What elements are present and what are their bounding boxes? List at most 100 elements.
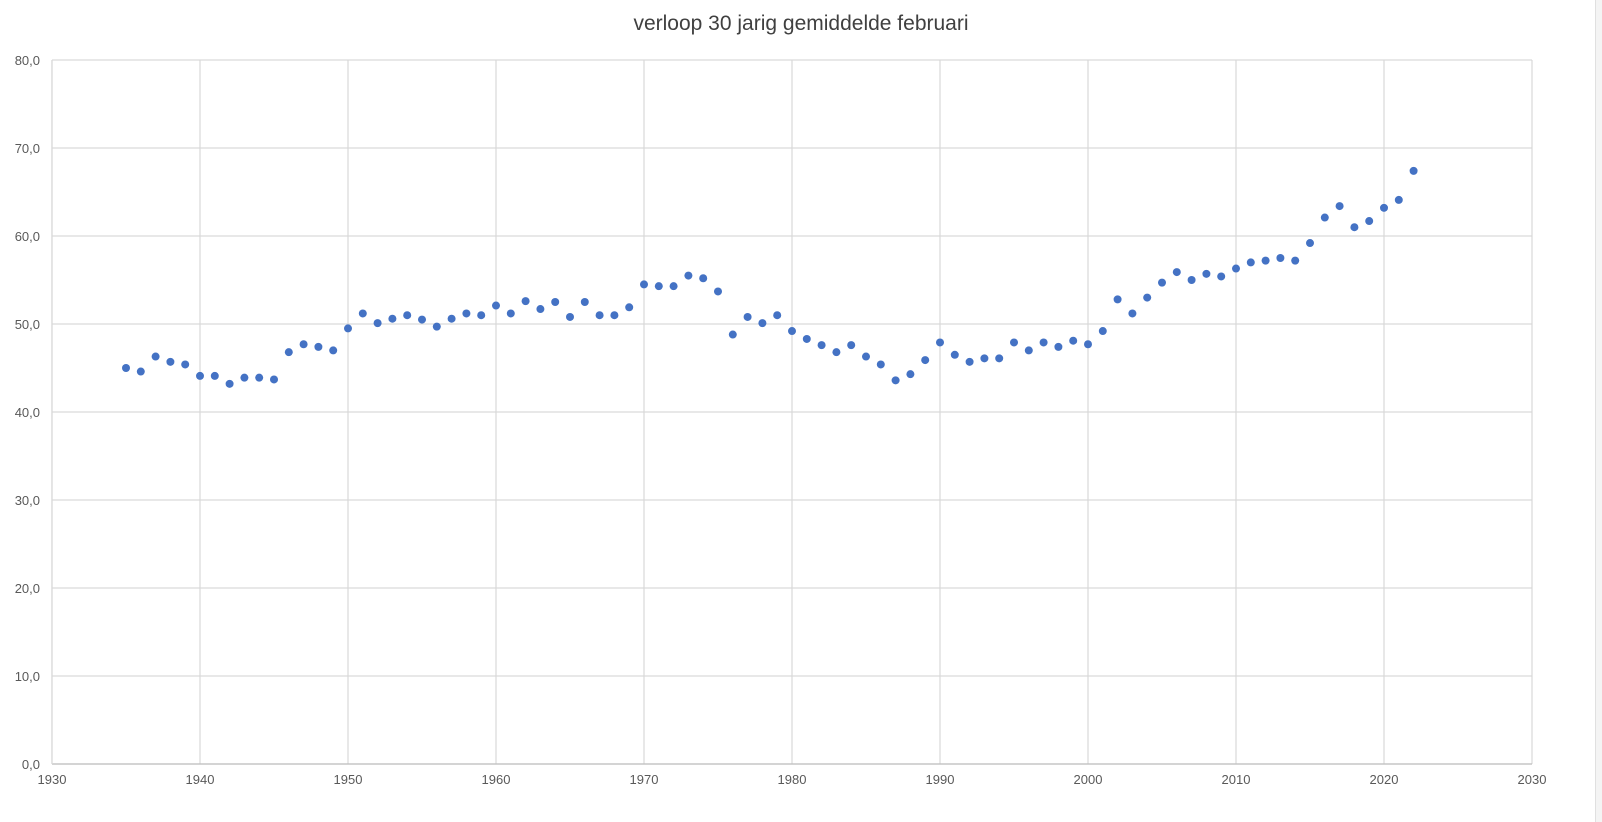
data-point bbox=[373, 319, 382, 328]
data-point bbox=[610, 311, 619, 320]
y-tick-label: 20,0 bbox=[15, 581, 40, 596]
data-point bbox=[654, 282, 663, 291]
x-tick-label: 1960 bbox=[482, 772, 511, 787]
axes: 0,0 10,0 20,0 30,0 40,0 50,0 60,0 70,0 80,0 1930 1… bbox=[15, 53, 1547, 787]
y-tick-label: 70,0 bbox=[15, 141, 40, 156]
data-point bbox=[1320, 213, 1329, 222]
data-point bbox=[462, 309, 471, 318]
x-tick-label: 1950 bbox=[334, 772, 363, 787]
data-point bbox=[284, 348, 293, 357]
data-point bbox=[196, 371, 204, 380]
data-point bbox=[1365, 217, 1374, 226]
x-tick-label: 1930 bbox=[38, 772, 67, 787]
y-tick-label: 30,0 bbox=[15, 493, 40, 508]
data-point bbox=[492, 301, 500, 310]
data-point bbox=[699, 274, 708, 283]
data-point bbox=[1158, 278, 1166, 287]
data-point bbox=[388, 314, 397, 323]
data-point bbox=[950, 350, 959, 359]
x-tick-label: 1980 bbox=[778, 772, 807, 787]
data-point bbox=[1113, 295, 1122, 304]
data-point bbox=[1024, 346, 1033, 355]
data-point bbox=[728, 330, 737, 339]
data-point bbox=[1039, 338, 1048, 347]
data-point bbox=[847, 341, 856, 350]
data-point bbox=[1394, 195, 1403, 204]
data-point bbox=[906, 370, 915, 379]
data-point bbox=[714, 287, 722, 296]
data-point bbox=[166, 357, 175, 366]
grid-lines bbox=[51, 59, 1533, 765]
data-points bbox=[122, 166, 1418, 388]
data-point bbox=[669, 282, 678, 291]
data-point bbox=[965, 357, 974, 366]
data-point bbox=[1306, 239, 1314, 248]
data-point bbox=[625, 303, 634, 312]
chart-title: verloop 30 jarig gemiddelde februari bbox=[633, 12, 969, 35]
data-point bbox=[536, 305, 545, 314]
data-point bbox=[1380, 203, 1388, 212]
x-tick-label: 1940 bbox=[186, 772, 215, 787]
data-point bbox=[477, 311, 486, 320]
data-point bbox=[1335, 202, 1344, 211]
data-point bbox=[1276, 254, 1285, 262]
x-tick-label: 1990 bbox=[926, 772, 955, 787]
data-point bbox=[432, 322, 441, 331]
y-tick-label: 80,0 bbox=[15, 53, 40, 68]
data-point bbox=[595, 311, 604, 320]
y-tick-label: 60,0 bbox=[15, 229, 40, 244]
data-point bbox=[995, 354, 1004, 363]
data-point bbox=[1202, 269, 1211, 278]
data-point bbox=[580, 298, 589, 306]
data-point bbox=[344, 324, 352, 333]
data-point bbox=[773, 311, 782, 320]
data-point bbox=[1187, 276, 1196, 284]
data-point bbox=[255, 373, 264, 382]
data-point bbox=[936, 338, 944, 347]
data-point bbox=[1409, 166, 1418, 175]
data-point bbox=[1291, 256, 1300, 265]
y-tick-label: 10,0 bbox=[15, 669, 40, 684]
data-point bbox=[136, 367, 145, 376]
data-point bbox=[817, 341, 826, 350]
data-point bbox=[1217, 272, 1226, 281]
data-point bbox=[122, 364, 130, 372]
data-point bbox=[802, 334, 811, 343]
data-point bbox=[1172, 268, 1181, 277]
data-point bbox=[876, 360, 885, 369]
data-point bbox=[1128, 309, 1137, 318]
data-point bbox=[1261, 256, 1270, 265]
y-tick-label: 0,0 bbox=[22, 757, 40, 772]
data-point bbox=[299, 340, 308, 349]
data-point bbox=[921, 356, 930, 365]
data-point bbox=[684, 271, 693, 280]
data-point bbox=[1350, 223, 1359, 232]
data-point bbox=[551, 298, 560, 306]
data-point bbox=[1084, 340, 1092, 349]
data-point bbox=[270, 375, 278, 384]
data-point bbox=[329, 346, 338, 355]
data-point bbox=[743, 312, 752, 321]
data-point bbox=[1010, 338, 1018, 347]
x-tick-label: 1970 bbox=[630, 772, 659, 787]
data-point bbox=[980, 354, 989, 363]
data-point bbox=[418, 315, 426, 324]
x-tick-label: 2020 bbox=[1370, 772, 1399, 787]
data-point bbox=[891, 376, 900, 385]
data-point bbox=[1054, 342, 1063, 351]
data-point bbox=[862, 352, 870, 361]
data-point bbox=[788, 327, 796, 336]
x-tick-label: 2000 bbox=[1074, 772, 1103, 787]
x-tick-label: 2010 bbox=[1222, 772, 1251, 787]
data-point bbox=[210, 371, 219, 380]
data-point bbox=[151, 352, 160, 361]
data-point bbox=[1098, 327, 1107, 336]
data-point bbox=[640, 280, 648, 289]
data-point bbox=[566, 312, 574, 321]
data-point bbox=[521, 297, 530, 306]
data-point bbox=[1246, 258, 1255, 267]
data-point bbox=[832, 348, 841, 357]
y-tick-label: 40,0 bbox=[15, 405, 40, 420]
